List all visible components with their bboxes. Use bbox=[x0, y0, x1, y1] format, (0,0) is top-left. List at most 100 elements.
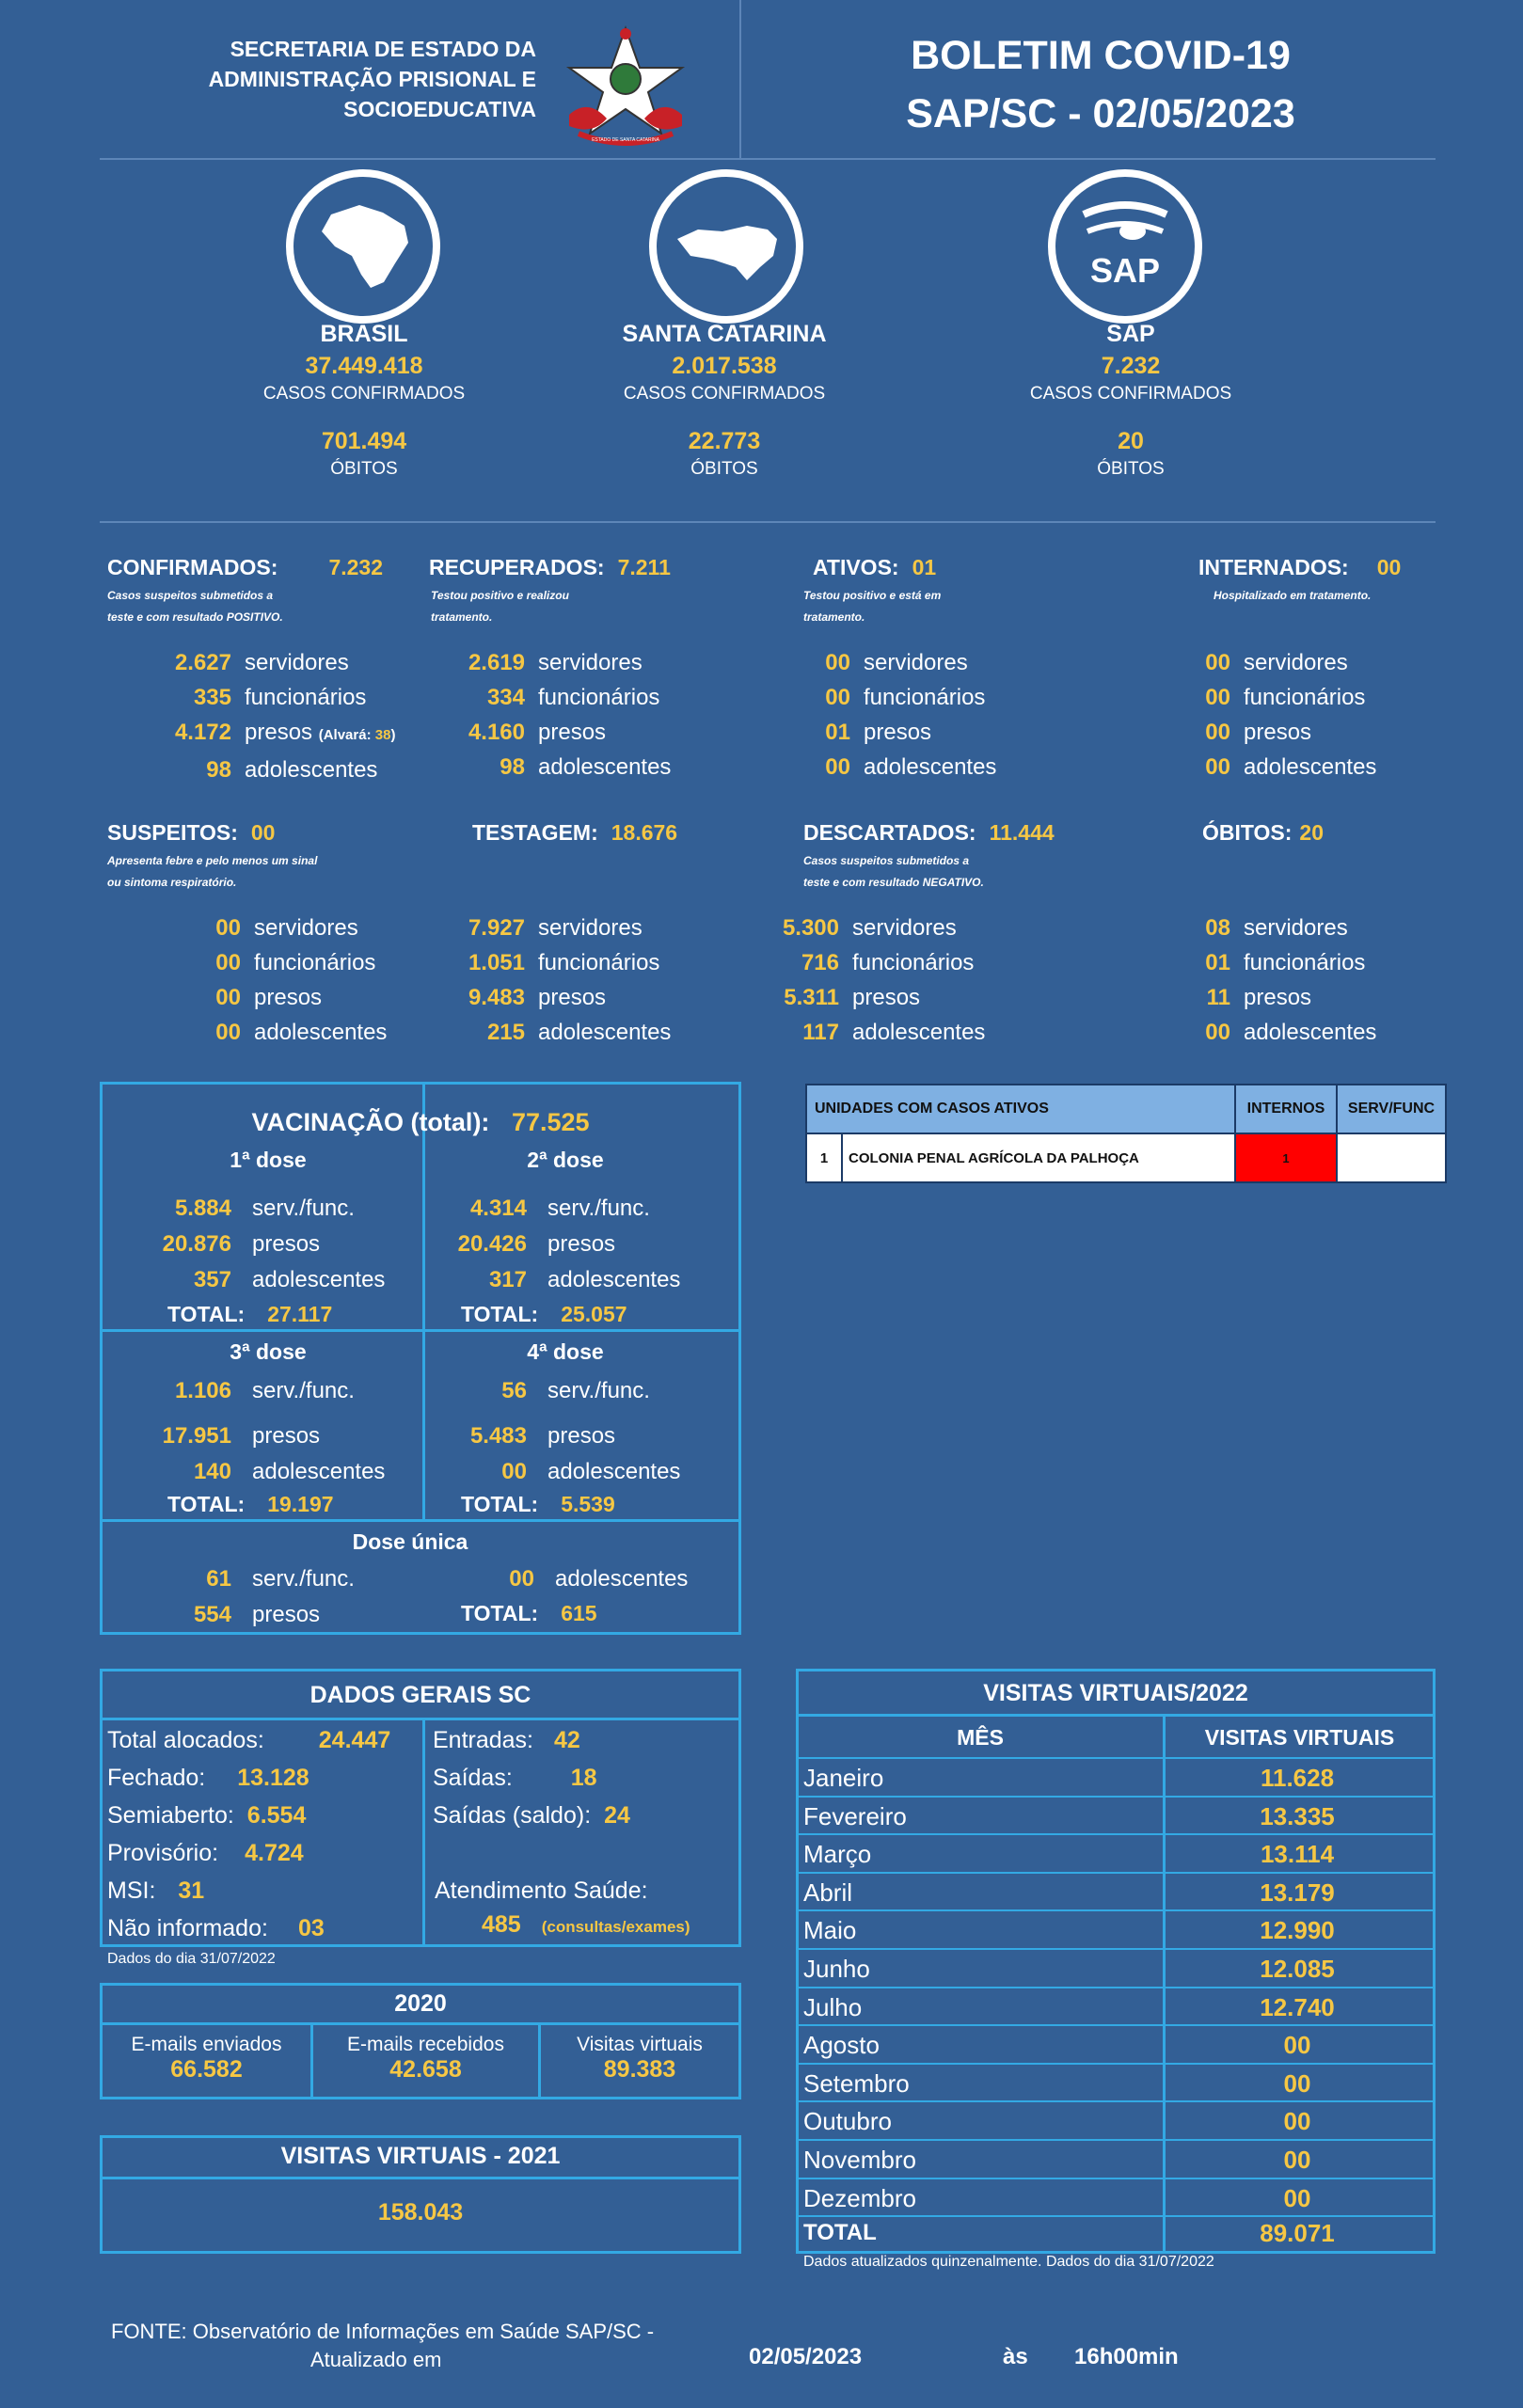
org-line: SOCIOEDUCATIVA bbox=[343, 97, 536, 121]
dg-divider bbox=[422, 1718, 425, 1947]
recuperados-header: RECUPERADOS: 7.211 bbox=[429, 555, 671, 579]
visits-row-rule bbox=[798, 1833, 1434, 1836]
testagem-rows: 7.927 servidores 1.051 funcionários 9.483 p… bbox=[468, 915, 672, 1045]
visits-value: 11.628 bbox=[1260, 1764, 1335, 1792]
table-row: Fevereiro 13.335 bbox=[798, 1798, 1434, 1835]
y2021-title: VISITAS VIRTUAIS - 2021 bbox=[280, 2143, 561, 2169]
y2020-col: E-mails recebidos 42.658 bbox=[347, 2034, 504, 2083]
visits-month: Abril bbox=[803, 1877, 853, 1907]
confirmados-rows: 2.627 servidores 335 funcionários 4.172 pre… bbox=[174, 650, 396, 783]
general-data-date: Dados do dia 31/07/2022 bbox=[107, 1951, 276, 1967]
table-row: Junho 12.085 bbox=[798, 1950, 1434, 1988]
visits-value: 00 bbox=[1283, 2031, 1311, 2060]
visits-month: Janeiro bbox=[803, 1764, 884, 1792]
region-cases: 37.449.418 bbox=[305, 353, 423, 379]
testagem-header: TESTAGEM: 18.676 bbox=[472, 820, 678, 845]
table-row: Outubro 00 bbox=[798, 2102, 1434, 2140]
svg-text:SAP: SAP bbox=[1090, 251, 1160, 290]
crest-text: ESTADO DE SANTA CATARINA bbox=[592, 137, 659, 143]
region-cases-label: CASOS CONFIRMADOS bbox=[1029, 384, 1232, 404]
general-data-box bbox=[100, 1669, 741, 1947]
y2021-box bbox=[100, 2135, 741, 2254]
confirmados-header: CONFIRMADOS: 7.232 bbox=[107, 555, 383, 579]
dose3-title: 3ª dose bbox=[230, 1339, 307, 1364]
dose4-total: TOTAL: 5.539 bbox=[461, 1492, 615, 1516]
internados-header: INTERNADOS: 00 bbox=[1198, 555, 1402, 579]
visits-value: 00 bbox=[1283, 2183, 1311, 2212]
visits-month: Março bbox=[803, 1840, 872, 1869]
dose4-rows: 56 serv./func. 5.483 presos 00 adolescentes bbox=[469, 1378, 681, 1484]
dose1-rows: 5.884 serv./func. 20.876 presos 357 adolesc… bbox=[162, 1196, 386, 1292]
visits-month: Julho bbox=[803, 1992, 863, 2021]
sap-logo-icon: SAP bbox=[1048, 169, 1202, 324]
visits-value: 12.990 bbox=[1260, 1916, 1335, 1945]
internados-rows: 00 servidores 00 funcionários 00 presos 00 a… bbox=[1205, 650, 1377, 780]
dg-title-rule bbox=[100, 1718, 741, 1720]
org-line: ADMINISTRAÇÃO PRISIONAL E bbox=[208, 67, 536, 91]
y2020-rule bbox=[100, 2022, 741, 2025]
visits-title-rule bbox=[798, 1714, 1434, 1717]
y2020-title: 2020 bbox=[394, 1990, 447, 2017]
visits-row-rule bbox=[798, 1986, 1434, 1988]
table-row: Julho 12.740 bbox=[798, 1988, 1434, 2026]
dose-unica-title: Dose única bbox=[352, 1529, 468, 1554]
visits-row-rule bbox=[798, 2100, 1434, 2103]
visits-total-label: TOTAL bbox=[803, 2220, 877, 2246]
title-line-1: BOLETIM COVID-19 bbox=[911, 33, 1291, 78]
visits-row-rule bbox=[798, 1795, 1434, 1798]
region-name: BRASIL bbox=[320, 321, 408, 347]
visits-month: Agosto bbox=[803, 2031, 880, 2060]
dose-unica-cell bbox=[100, 1519, 741, 1635]
region-cases-label: CASOS CONFIRMADOS bbox=[262, 384, 466, 404]
unit-name: COLONIA PENAL AGRÍCOLA DA PALHOÇA bbox=[841, 1133, 1236, 1183]
visits-value: 00 bbox=[1283, 2068, 1311, 2098]
visits-value: 00 bbox=[1283, 2107, 1311, 2136]
visits-row-rule bbox=[798, 1757, 1434, 1759]
obitos-header: ÓBITOS: 20 bbox=[1202, 820, 1325, 845]
visits-2022-box bbox=[796, 1669, 1436, 2254]
table-row: Setembro 00 bbox=[798, 2065, 1434, 2102]
confirmados-note: Casos suspeitos submetidos a teste e com… bbox=[107, 589, 283, 624]
organization-name: SECRETARIA DE ESTADO DA ADMINISTRAÇÃO PR… bbox=[179, 34, 536, 124]
visits-value: 13.179 bbox=[1260, 1877, 1335, 1907]
table-row: Agosto 00 bbox=[798, 2026, 1434, 2064]
table-row: 1 COLONIA PENAL AGRÍCOLA DA PALHOÇA 1 bbox=[805, 1133, 1447, 1183]
dose-unica-right: 00 adolescentes bbox=[509, 1566, 689, 1592]
active-units-table: UNIDADES COM CASOS ATIVOS INTERNOS SERV/… bbox=[805, 1084, 1447, 1183]
unit-number: 1 bbox=[805, 1133, 843, 1183]
visits-note: Dados atualizados quinzenalmente. Dados … bbox=[803, 2254, 1214, 2270]
unit-internos: 1 bbox=[1234, 1133, 1338, 1183]
header-rule bbox=[100, 158, 1436, 160]
region-cases: 7.232 bbox=[1101, 353, 1161, 379]
visits-col-divider bbox=[1163, 1714, 1166, 2254]
dose2-total: TOTAL: 25.057 bbox=[461, 1302, 627, 1326]
visits-col-month: MÊS bbox=[957, 1725, 1004, 1750]
visits-month: Setembro bbox=[803, 2068, 910, 2098]
visits-col-value: VISITAS VIRTUAIS bbox=[1204, 1725, 1395, 1750]
header-divider bbox=[739, 0, 741, 160]
region-sap: SAP 7.232 CASOS CONFIRMADOS 20 ÓBITOS bbox=[961, 318, 1300, 482]
table-row: Abril 13.179 bbox=[798, 1874, 1434, 1911]
dose3-total: TOTAL: 19.197 bbox=[167, 1492, 334, 1516]
y2020-col: Visitas virtuais 89.383 bbox=[577, 2034, 703, 2083]
visits-total-value: 89.071 bbox=[1260, 2219, 1335, 2248]
ativos-rows: 00 servidores 00 funcionários 01 presos 00 a… bbox=[825, 650, 997, 780]
footer-at: às bbox=[1003, 2344, 1028, 2369]
brazil-map-icon bbox=[286, 169, 440, 324]
suspeitos-rows: 00 servidores 00 funcionários 00 presos 00 a… bbox=[215, 915, 388, 1045]
region-cases: 2.017.538 bbox=[672, 353, 777, 379]
visits-value: 12.085 bbox=[1260, 1955, 1335, 1983]
visits-month: Novembro bbox=[803, 2146, 916, 2174]
dose-unica-left: 61 serv./func. 554 presos bbox=[193, 1566, 355, 1627]
table-header-row: UNIDADES COM CASOS ATIVOS INTERNOS SERV/… bbox=[805, 1084, 1447, 1134]
visits-row-rule bbox=[798, 1948, 1434, 1950]
region-deaths: 20 bbox=[1118, 428, 1144, 454]
vaccination-title: VACINAÇÃO (total): 77.525 bbox=[251, 1108, 590, 1136]
visits-value: 00 bbox=[1283, 2146, 1311, 2174]
state-crest-icon: ESTADO DE SANTA CATARINA bbox=[550, 21, 701, 152]
table-row: Maio 12.990 bbox=[798, 1911, 1434, 1949]
visits-row-rule bbox=[798, 2062, 1434, 2065]
visits-month: Junho bbox=[803, 1955, 870, 1983]
visits-month: Maio bbox=[803, 1916, 857, 1945]
visits-row-rule bbox=[798, 1909, 1434, 1912]
